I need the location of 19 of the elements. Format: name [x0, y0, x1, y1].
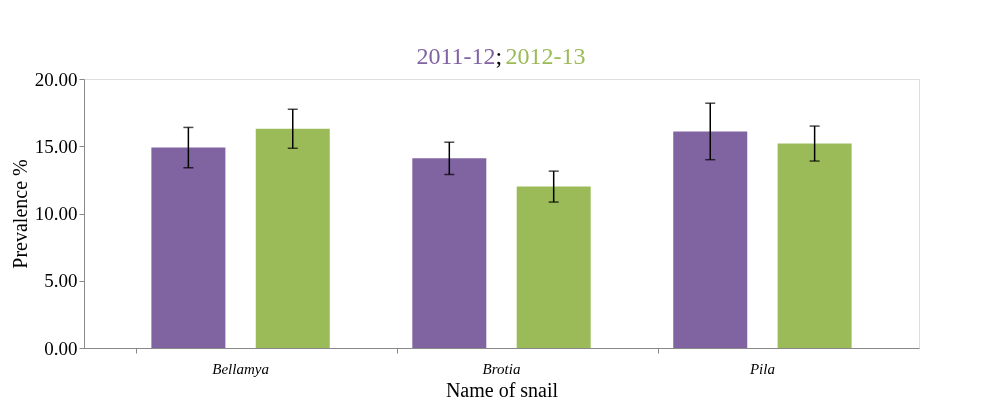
y-tick-label: 10.00	[34, 203, 78, 224]
y-tick-label: 0.00	[44, 337, 78, 359]
y-tick-label: 5.00	[44, 270, 78, 292]
x-tick-label: Brotia	[482, 360, 521, 377]
bar	[255, 128, 330, 348]
bar	[516, 186, 591, 348]
x-tick-label: Pila	[748, 360, 775, 377]
y-tick-label: 20.00	[34, 68, 78, 90]
bar	[151, 147, 226, 348]
x-tick-label: Bellamya	[212, 360, 269, 377]
text: ;	[495, 43, 503, 69]
y-axis-title: Prevalence %	[8, 159, 31, 269]
text: 2011-12	[416, 43, 496, 69]
bar	[412, 158, 487, 348]
y-tick-label: 15.00	[34, 135, 78, 157]
text: 2012-13	[505, 43, 586, 69]
bar	[777, 143, 852, 348]
x-axis-title: Name of snail	[445, 378, 559, 401]
bar	[673, 131, 748, 348]
